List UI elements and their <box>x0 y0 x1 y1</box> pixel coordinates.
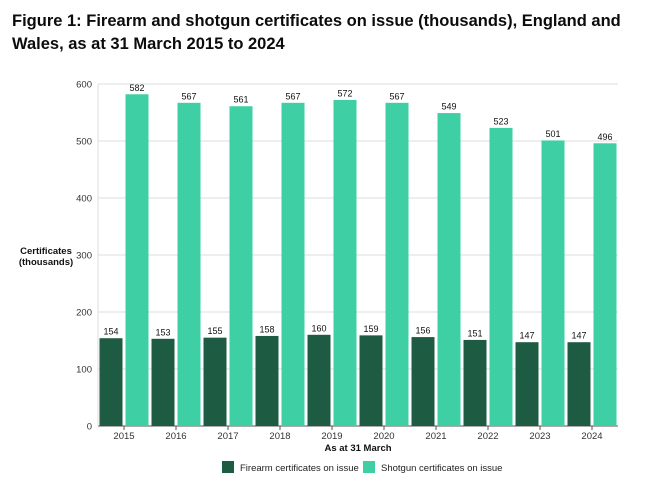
firearm-bar <box>307 334 331 426</box>
x-axis-label: As at 31 March <box>324 443 391 454</box>
legend-label-shotgun: Shotgun certificates on issue <box>381 463 502 474</box>
figure-title: Figure 1: Firearm and shotgun certificat… <box>12 12 621 53</box>
data-label: 158 <box>259 324 274 334</box>
data-labels-layer: 154 582 153 567 155 561 158 567 160 572 159 567 156 5… <box>103 83 612 341</box>
y-axis-label: Certificates (thousands) <box>19 246 73 268</box>
legend-swatch-shotgun <box>363 461 375 473</box>
shotgun-bar <box>333 99 357 427</box>
y-tick-label: 100 <box>76 365 92 376</box>
data-label: 567 <box>285 91 300 101</box>
legend-label-firearm: Firearm certificates on issue <box>240 463 359 474</box>
data-label: 496 <box>597 132 612 142</box>
y-tick-label: 500 <box>76 137 92 148</box>
bars-layer <box>99 94 617 427</box>
data-label: 151 <box>467 328 482 338</box>
data-label: 561 <box>233 95 248 105</box>
shotgun-bar <box>593 143 617 426</box>
shotgun-bar <box>437 113 461 426</box>
x-tick-label: 2016 <box>165 431 186 442</box>
y-tick-label: 600 <box>76 80 92 91</box>
shotgun-bar <box>229 106 253 426</box>
y-tick-label: 300 <box>76 251 92 262</box>
y-tick-label: 400 <box>76 194 92 205</box>
data-label: 549 <box>441 102 456 112</box>
data-label: 147 <box>519 331 534 341</box>
shotgun-bar <box>385 102 409 426</box>
y-tick-label: 0 <box>87 422 92 433</box>
shotgun-bar <box>281 102 305 426</box>
data-label: 154 <box>103 327 118 337</box>
data-label: 160 <box>311 323 326 333</box>
x-tick-label: 2017 <box>217 431 238 442</box>
data-label: 582 <box>129 83 144 93</box>
data-label: 567 <box>181 91 196 101</box>
shotgun-bar <box>125 94 149 426</box>
firearm-bar <box>255 335 279 426</box>
data-label: 159 <box>363 324 378 334</box>
firearm-bar <box>411 337 435 426</box>
firearm-bar <box>203 337 227 426</box>
data-label: 155 <box>207 326 222 336</box>
y-axis-label-line: Certificates <box>20 246 72 257</box>
x-tick-label: 2021 <box>425 431 446 442</box>
y-axis-label-line: (thousands) <box>19 257 73 268</box>
x-tick-label: 2018 <box>269 431 290 442</box>
data-label: 572 <box>337 88 352 98</box>
data-label: 153 <box>155 327 170 337</box>
data-label: 501 <box>545 129 560 139</box>
x-tick-label: 2024 <box>581 431 602 442</box>
legend-swatch-firearm <box>222 461 234 473</box>
firearm-bar <box>359 335 383 426</box>
firearm-bar <box>515 342 539 426</box>
grid-layer <box>97 83 618 427</box>
firearm-bar <box>463 339 487 426</box>
data-label: 156 <box>415 326 430 336</box>
data-label: 523 <box>493 116 508 126</box>
firearm-bar <box>151 338 175 426</box>
x-tick-label: 2023 <box>529 431 550 442</box>
x-tick-label: 2019 <box>321 431 342 442</box>
shotgun-bar <box>489 127 513 426</box>
firearm-bar <box>567 342 591 426</box>
axis-layer: Certificates (thousands) As at 31 March 0… <box>19 80 603 455</box>
firearm-bar <box>99 338 123 426</box>
x-tick-label: 2020 <box>373 431 394 442</box>
x-tick-label: 2015 <box>113 431 134 442</box>
data-label: 567 <box>389 91 404 101</box>
y-tick-label: 200 <box>76 308 92 319</box>
x-tick-label: 2022 <box>477 431 498 442</box>
shotgun-bar <box>541 140 565 426</box>
legend: Firearm certificates on issue Shotgun cer… <box>222 461 502 474</box>
data-label: 147 <box>571 331 586 341</box>
shotgun-bar <box>177 102 201 426</box>
